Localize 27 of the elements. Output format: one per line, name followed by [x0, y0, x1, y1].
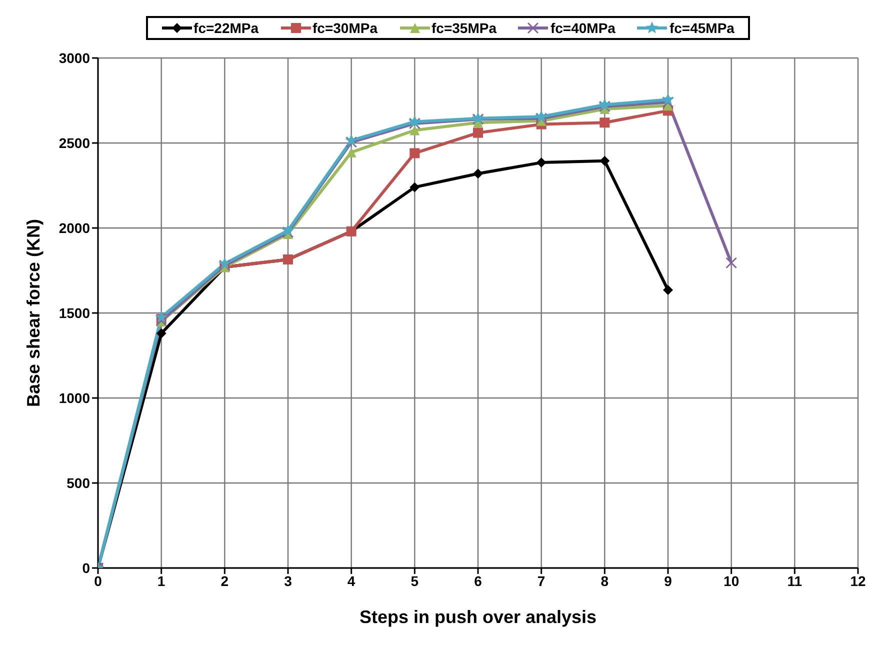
y-tick-label: 500: [66, 474, 90, 491]
x-tick-label: 6: [474, 572, 482, 589]
x-tick-label: 12: [850, 572, 866, 589]
x-axis-title: Steps in push over analysis: [359, 607, 597, 627]
x-tick-label: 7: [537, 572, 546, 589]
x-tick-label: 10: [724, 572, 740, 589]
y-tick-label: 1500: [58, 304, 90, 321]
x-tick-label: 1: [157, 572, 166, 589]
y-tick-label: 0: [82, 560, 90, 576]
legend-label: fc=40MPa: [549, 20, 616, 36]
y-tick-label: 1000: [58, 390, 90, 406]
x-tick-label: 4: [347, 572, 356, 589]
legend-label: fc=22MPa: [192, 20, 259, 36]
legend-label: fc=30MPa: [312, 20, 378, 36]
legend-label: fc=35MPa: [430, 20, 496, 36]
x-tick-label: 8: [600, 572, 609, 589]
legend-label: fc=45MPa: [668, 20, 734, 36]
x-tick-label: 0: [94, 572, 102, 589]
x-tick-label: 2: [220, 572, 229, 589]
y-tick-label: 2500: [58, 134, 90, 151]
y-tick-label: 2000: [58, 220, 90, 236]
y-axis-title: Base shear force (KN): [23, 218, 44, 408]
x-tick-label: 11: [787, 572, 802, 589]
x-tick-label: 9: [664, 572, 672, 589]
x-tick-label: 5: [410, 572, 419, 589]
y-tick-label: 3000: [58, 50, 90, 66]
x-tick-label: 3: [284, 572, 292, 589]
